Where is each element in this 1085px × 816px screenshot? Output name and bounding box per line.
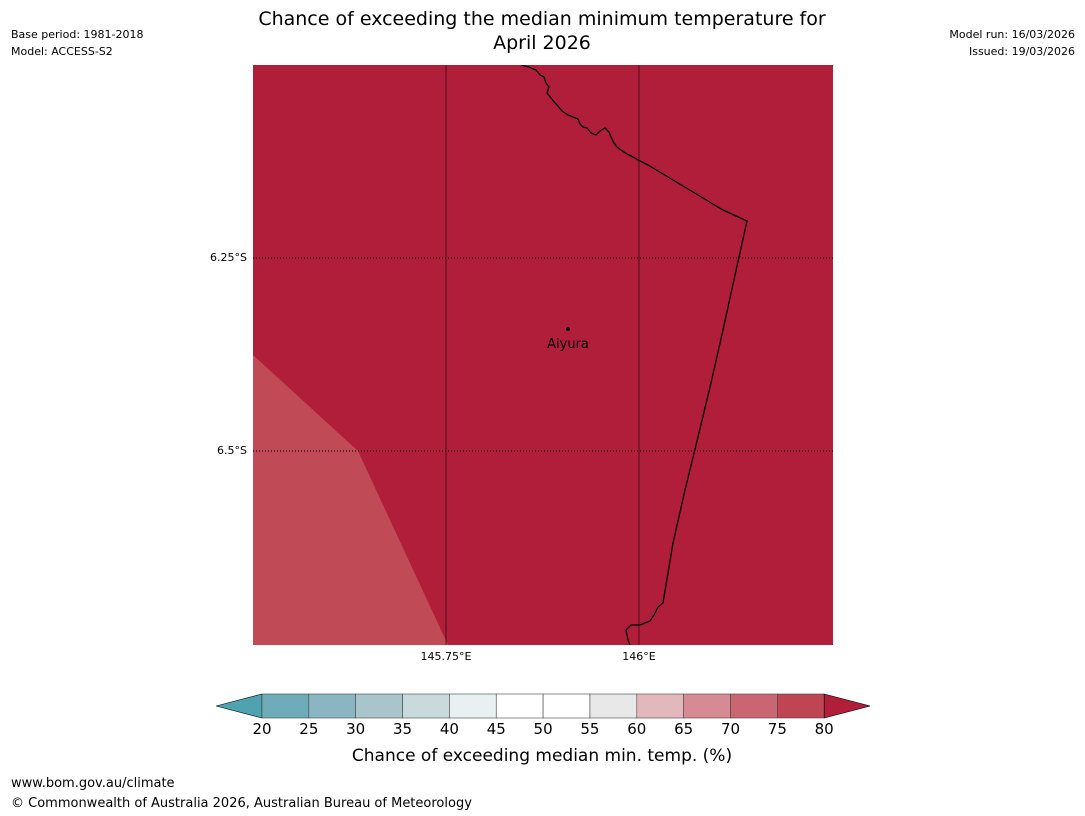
colorbar-segment (495, 693, 544, 719)
forecast-map (253, 65, 833, 645)
colorbar-tick-label: 80 (814, 720, 834, 738)
colorbar-segment (449, 693, 497, 719)
lat-label-6-5s: 6.5°S (217, 444, 247, 457)
place-label-aiyura: Aiyura (547, 337, 589, 352)
colorbar-segment (308, 693, 356, 719)
colorbar-extend-low (214, 693, 263, 719)
colorbar-tick-label: 50 (533, 720, 553, 738)
colorbar-segment (636, 693, 684, 719)
title-line-2: April 2026 (493, 32, 591, 54)
issued-text: Issued: 19/03/2026 (968, 45, 1075, 58)
header-meta-right: Model run: 16/03/2026 Issued: 19/03/2026 (949, 26, 1075, 60)
colorbar-tick-label: 35 (393, 720, 413, 738)
colorbar-tick-label: 40 (439, 720, 459, 738)
place-marker-dot (566, 327, 570, 331)
colorbar-tick-label: 70 (720, 720, 741, 738)
colorbar-segment (730, 693, 778, 719)
colorbar-segment (777, 693, 825, 719)
model-run-text: Model run: 16/03/2026 (949, 28, 1075, 41)
colorbar-tick-label: 30 (346, 720, 366, 738)
colorbar-tick-label: 25 (299, 720, 319, 738)
title-line-1: Chance of exceeding the median minimum t… (258, 8, 826, 30)
colorbar-tick-label: 75 (767, 720, 787, 738)
colorbar-tick-label: 45 (486, 720, 506, 738)
colorbar-title: Chance of exceeding median min. temp. (%… (351, 746, 733, 766)
lon-label-145-75e: 145.75°E (420, 650, 472, 663)
colorbar (214, 692, 872, 724)
colorbar-extend-high (823, 693, 872, 719)
colorbar-segment (589, 693, 638, 719)
lon-label-146e: 146°E (622, 650, 656, 663)
colorbar-segment (261, 693, 310, 719)
model-text: Model: ACCESS-S2 (11, 45, 113, 58)
colorbar-tick-label: 60 (627, 720, 647, 738)
colorbar-tick-label: 55 (580, 720, 600, 738)
province-boundary (520, 65, 748, 645)
colorbar-tick-label: 65 (674, 720, 694, 738)
colorbar-segment (355, 693, 403, 719)
footer-url[interactable]: www.bom.gov.au/climate (11, 776, 175, 791)
lat-label-6-25s: 6.25°S (210, 251, 247, 264)
base-period-text: Base period: 1981-2018 (11, 28, 144, 41)
colorbar-tick-label: 20 (252, 720, 272, 738)
colorbar-segment (542, 693, 591, 719)
colorbar-segment (683, 693, 731, 719)
header-meta-left: Base period: 1981-2018 Model: ACCESS-S2 (11, 26, 143, 60)
colorbar-segment (402, 693, 450, 719)
page-title: Chance of exceeding the median minimum t… (182, 7, 902, 55)
footer-copyright: © Commonwealth of Australia 2026, Austra… (11, 796, 472, 811)
region-south-west-area (253, 355, 448, 645)
